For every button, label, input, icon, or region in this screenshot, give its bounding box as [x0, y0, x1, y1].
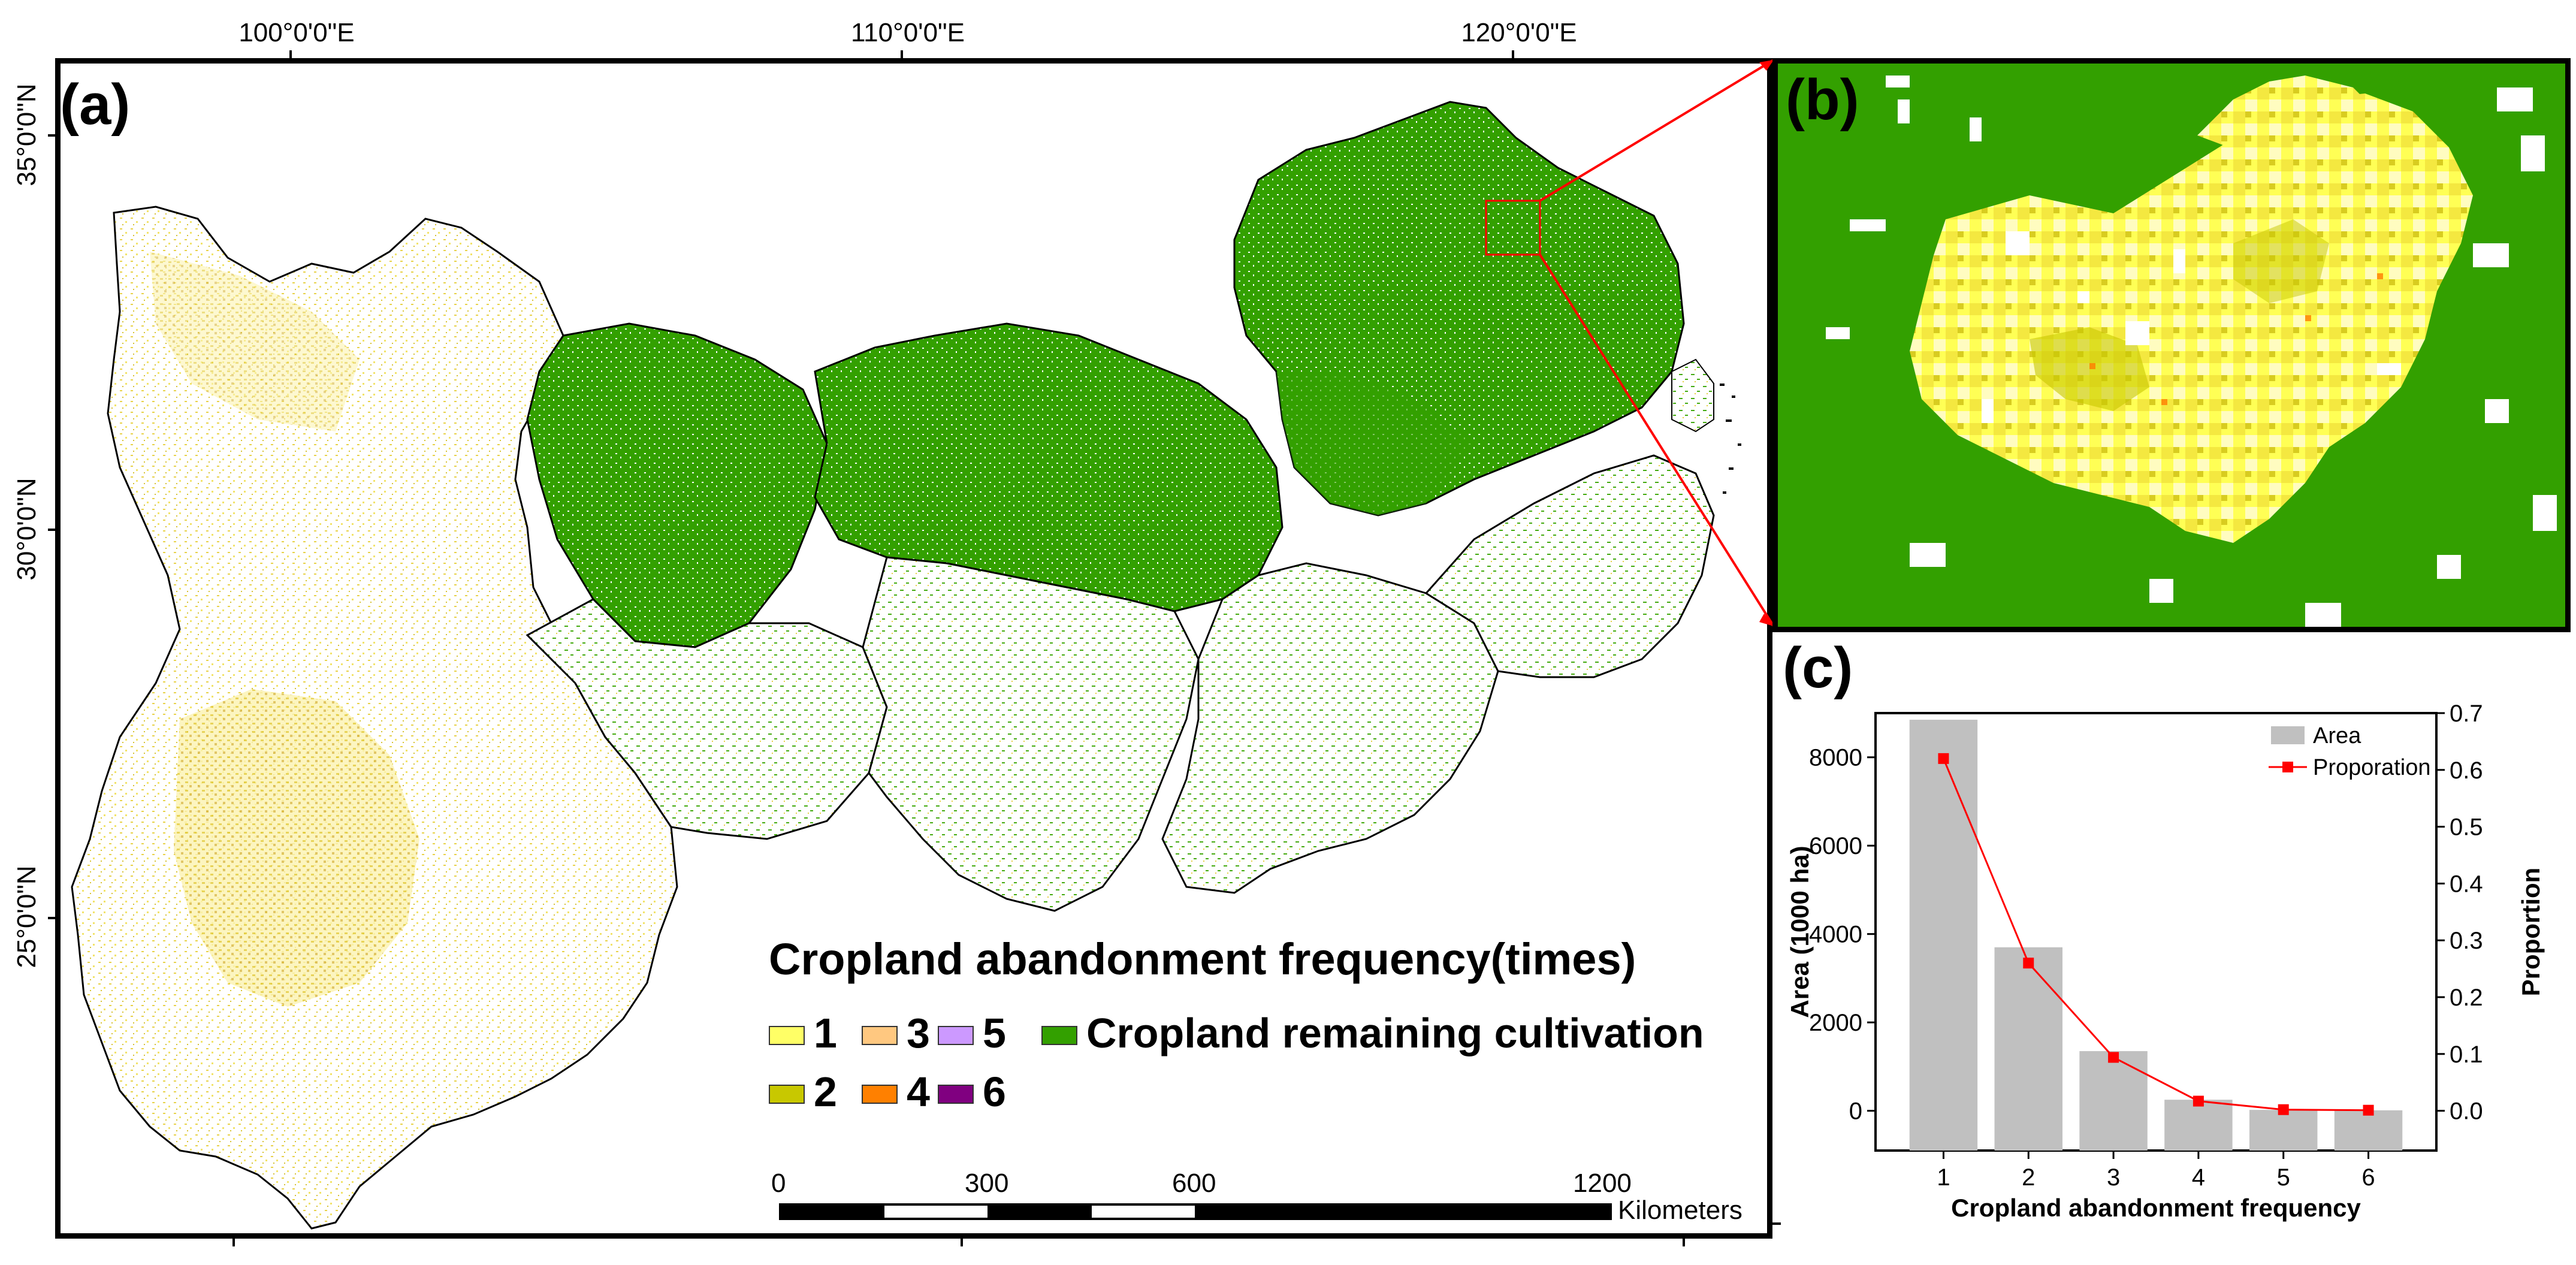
proportion-point-3 — [2108, 1052, 2119, 1063]
lon-tick — [232, 1238, 235, 1246]
panel-c-letter: (c) — [1783, 636, 1853, 700]
lon-tick — [1512, 50, 1514, 59]
y2-tick-label: 0.2 — [2450, 985, 2483, 1011]
proportion-point-6 — [2363, 1104, 2374, 1116]
y2-tick-label: 0.7 — [2450, 701, 2483, 727]
lon-label-110: 110°0'0"E — [850, 18, 965, 47]
legend-label-4: 4 — [907, 1068, 930, 1115]
y-tick-label: 4000 — [1809, 922, 1862, 948]
bar-3 — [2079, 1051, 2148, 1151]
bar-1 — [1909, 720, 1978, 1151]
legend-label-2: 2 — [814, 1068, 837, 1115]
legend-label-1: 1 — [814, 1010, 837, 1056]
y-tick-label: 8000 — [1809, 745, 1862, 771]
bar-2 — [1994, 947, 2062, 1151]
proportion-point-1 — [1938, 753, 1949, 764]
x-tick-label-4: 4 — [2192, 1164, 2205, 1191]
proportion-point-4 — [2193, 1095, 2204, 1107]
x-tick-label-6: 6 — [2361, 1164, 2375, 1191]
y2-tick-label: 0.5 — [2450, 814, 2483, 841]
legend-label-5: 5 — [983, 1010, 1006, 1056]
inset-zoom-map — [1778, 64, 2565, 627]
y2-tick-label: 0.1 — [2450, 1041, 2483, 1068]
y2-tick-label: 0.6 — [2450, 757, 2483, 784]
y-tick-label: 0 — [1849, 1098, 1862, 1125]
lat-tick — [1772, 1222, 1781, 1225]
bar-5 — [2249, 1110, 2318, 1151]
legend-label-6: 6 — [983, 1068, 1006, 1115]
inset-frame — [1772, 58, 2571, 632]
legend-swatch-4 — [862, 1085, 898, 1104]
y2-tick-label: 0.4 — [2450, 871, 2483, 897]
lon-label-120: 120°0'0"E — [1461, 18, 1577, 47]
x-tick-label-3: 3 — [2107, 1164, 2120, 1191]
y2-axis-label: Proportion — [2517, 868, 2545, 997]
lat-tick — [48, 917, 56, 919]
scalebar-unit: Kilometers — [1618, 1195, 1743, 1225]
legend-proportion-label: Proporation — [2313, 755, 2430, 780]
legend-swatch-3 — [862, 1026, 898, 1045]
legend-label-3: 3 — [907, 1010, 930, 1056]
legend-area-label: Area — [2313, 723, 2361, 748]
scalebar-tick-1200: 1200 — [1573, 1169, 1632, 1198]
x-axis-label: Cropland abandonment frequency — [1951, 1194, 2361, 1222]
lon-tick — [289, 50, 292, 59]
lon-tick — [901, 50, 903, 59]
abandonment-chart: 0 2000 4000 6000 8000 0.0 0.1 0.2 0.3 0.4 0.5 0.6 0.… — [1786, 701, 2545, 1222]
study-area-map — [71, 101, 1741, 1230]
proportion-point-5 — [2278, 1104, 2289, 1115]
lon-tick — [961, 1238, 963, 1246]
y-tick-label: 2000 — [1809, 1010, 1862, 1036]
legend-swatch-5 — [938, 1026, 974, 1045]
panel-b-letter: (b) — [1786, 68, 1859, 132]
legend-area-swatch — [2271, 726, 2305, 744]
legend-swatch-2 — [769, 1085, 805, 1104]
x-tick-label-5: 5 — [2277, 1164, 2290, 1191]
scalebar-tick-600: 600 — [1172, 1169, 1216, 1198]
lon-tick — [1683, 1238, 1685, 1246]
bar-6 — [2334, 1110, 2403, 1151]
map-frame — [55, 58, 1772, 1239]
scalebar-tick-0: 0 — [771, 1169, 786, 1198]
legend-swatch-6 — [938, 1085, 974, 1104]
y2-tick-label: 0.3 — [2450, 928, 2483, 954]
x-tick-label-1: 1 — [1937, 1164, 1950, 1191]
lat-tick — [48, 134, 56, 137]
y2-tick-label: 0.0 — [2450, 1098, 2483, 1125]
scalebar-tick-300: 300 — [965, 1169, 1009, 1198]
panel-a-letter: (a) — [60, 73, 131, 137]
y-tick-label: 6000 — [1809, 833, 1862, 859]
lat-tick — [48, 529, 56, 531]
legend-label-remaining: Cropland remaining cultivation — [1086, 1010, 1704, 1056]
x-tick-label-2: 2 — [2022, 1164, 2035, 1191]
legend-line-marker — [2282, 762, 2293, 772]
y-axis-label: Area (1000 ha) — [1786, 846, 1814, 1018]
bar-4 — [2164, 1100, 2233, 1151]
legend-swatch-remaining — [1041, 1026, 1077, 1045]
lon-label-100: 100°0'0"E — [238, 18, 355, 47]
proportion-point-2 — [2023, 958, 2034, 969]
proportion-line — [1943, 758, 2369, 1112]
scalebar — [779, 1203, 1612, 1220]
legend-title: Cropland abandonment frequency(times) — [769, 934, 1636, 984]
legend-swatch-1 — [769, 1026, 805, 1045]
